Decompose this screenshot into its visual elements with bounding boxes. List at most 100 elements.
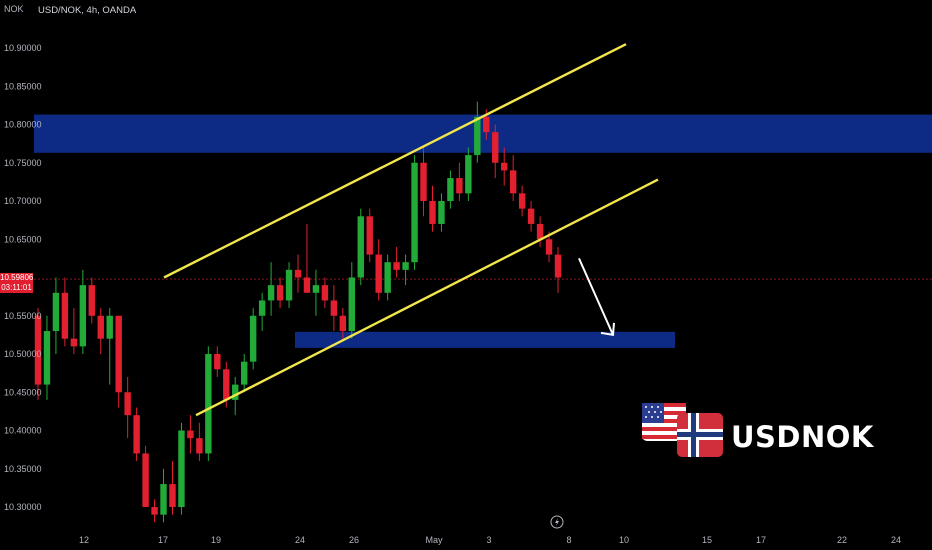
candle bbox=[339, 308, 347, 339]
candle bbox=[393, 246, 400, 278]
candle bbox=[151, 499, 158, 523]
time-tick-label: 12 bbox=[79, 535, 89, 545]
price-countdown: 03:11:01 bbox=[1, 283, 32, 293]
candle bbox=[43, 315, 51, 400]
time-tick-label: May bbox=[425, 535, 443, 545]
candle bbox=[509, 155, 517, 201]
candle bbox=[115, 315, 122, 408]
candle bbox=[249, 308, 257, 370]
candle bbox=[88, 277, 95, 324]
candle bbox=[456, 162, 463, 201]
candle bbox=[375, 239, 382, 301]
price-tick-label: 10.75000 bbox=[4, 158, 42, 168]
candle bbox=[465, 147, 472, 201]
current-price-value: 10.59806 bbox=[0, 273, 34, 283]
candle bbox=[527, 201, 535, 232]
price-tick-label: 10.55000 bbox=[4, 311, 42, 321]
norway-flag-icon bbox=[677, 413, 723, 457]
candle bbox=[214, 346, 221, 377]
lines-layer bbox=[163, 43, 659, 417]
candle bbox=[97, 308, 104, 354]
time-tick-label: 17 bbox=[756, 535, 766, 545]
candle bbox=[187, 415, 194, 454]
zones-layer bbox=[34, 114, 932, 348]
us-flag-icon bbox=[642, 403, 686, 441]
candle bbox=[52, 277, 60, 354]
candle bbox=[321, 277, 329, 309]
candle bbox=[106, 308, 113, 385]
support-zone bbox=[295, 331, 675, 348]
candle bbox=[124, 376, 131, 439]
price-tick-label: 10.50000 bbox=[4, 349, 42, 359]
candle bbox=[330, 285, 338, 332]
candle bbox=[357, 208, 364, 286]
candle bbox=[267, 262, 275, 316]
candle bbox=[348, 262, 355, 339]
time-tick-label: 24 bbox=[891, 535, 901, 545]
time-tick-label: 19 bbox=[211, 535, 221, 545]
candle bbox=[169, 461, 176, 515]
candle bbox=[384, 254, 391, 301]
price-tick-label: 10.85000 bbox=[4, 81, 42, 91]
candle bbox=[545, 231, 553, 263]
candle bbox=[501, 147, 508, 186]
candle bbox=[518, 185, 526, 217]
candle bbox=[492, 124, 499, 179]
symbol-title: USD/NOK, 4h, OANDA bbox=[38, 5, 137, 16]
candle bbox=[366, 208, 373, 263]
candle bbox=[438, 193, 445, 232]
price-tick-label: 10.65000 bbox=[4, 234, 42, 244]
time-tick-label: 17 bbox=[158, 535, 168, 545]
candle bbox=[70, 308, 78, 354]
price-tick-label: 10.80000 bbox=[4, 120, 42, 130]
lightning-icon[interactable] bbox=[550, 515, 564, 529]
candle bbox=[294, 254, 302, 293]
price-tick-label: 10.40000 bbox=[4, 426, 42, 436]
time-tick-label: 26 bbox=[349, 535, 359, 545]
current-price-flag: 10.59806 03:11:01 bbox=[0, 273, 34, 294]
time-axis[interactable]: 12 17 19 24 26 May 3 8 10 15 17 22 24 bbox=[79, 535, 901, 545]
time-tick-label: 22 bbox=[837, 535, 847, 545]
candle bbox=[285, 262, 293, 309]
candle bbox=[276, 277, 284, 309]
price-tick-label: 10.70000 bbox=[4, 196, 42, 206]
candle bbox=[411, 155, 418, 270]
candle bbox=[133, 407, 140, 462]
time-tick-label: 8 bbox=[566, 535, 571, 545]
candle bbox=[554, 246, 562, 293]
candle bbox=[142, 445, 149, 507]
price-tick-label: 10.35000 bbox=[4, 464, 42, 474]
currency-label: NOK bbox=[4, 4, 24, 14]
brand-label: USDNOK bbox=[731, 420, 874, 454]
candle bbox=[61, 277, 69, 347]
candle bbox=[536, 216, 544, 247]
time-tick-label: 24 bbox=[295, 535, 305, 545]
candle bbox=[160, 468, 167, 523]
candle bbox=[312, 269, 320, 316]
candle bbox=[303, 223, 311, 293]
candle bbox=[241, 354, 248, 393]
price-tick-label: 10.45000 bbox=[4, 387, 42, 397]
projection-arrow bbox=[578, 257, 615, 337]
candle bbox=[447, 170, 454, 209]
candles-layer bbox=[34, 101, 562, 523]
time-tick-label: 10 bbox=[619, 535, 629, 545]
candle bbox=[205, 346, 212, 462]
price-tick-label: 10.90000 bbox=[4, 43, 42, 53]
time-tick-label: 3 bbox=[486, 535, 491, 545]
candle bbox=[474, 101, 481, 163]
channel-upper-line bbox=[163, 43, 627, 279]
candle bbox=[258, 292, 266, 332]
candle bbox=[420, 147, 427, 217]
price-axis[interactable]: 10.90000 10.85000 10.80000 10.75000 10.70000… bbox=[4, 43, 42, 512]
candle bbox=[196, 422, 203, 462]
resistance-zone bbox=[34, 114, 932, 153]
price-tick-label: 10.30000 bbox=[4, 502, 42, 512]
candle bbox=[79, 269, 87, 354]
candle bbox=[429, 185, 436, 232]
candle bbox=[178, 422, 185, 515]
channel-lower-line bbox=[195, 178, 659, 417]
time-tick-label: 15 bbox=[702, 535, 712, 545]
